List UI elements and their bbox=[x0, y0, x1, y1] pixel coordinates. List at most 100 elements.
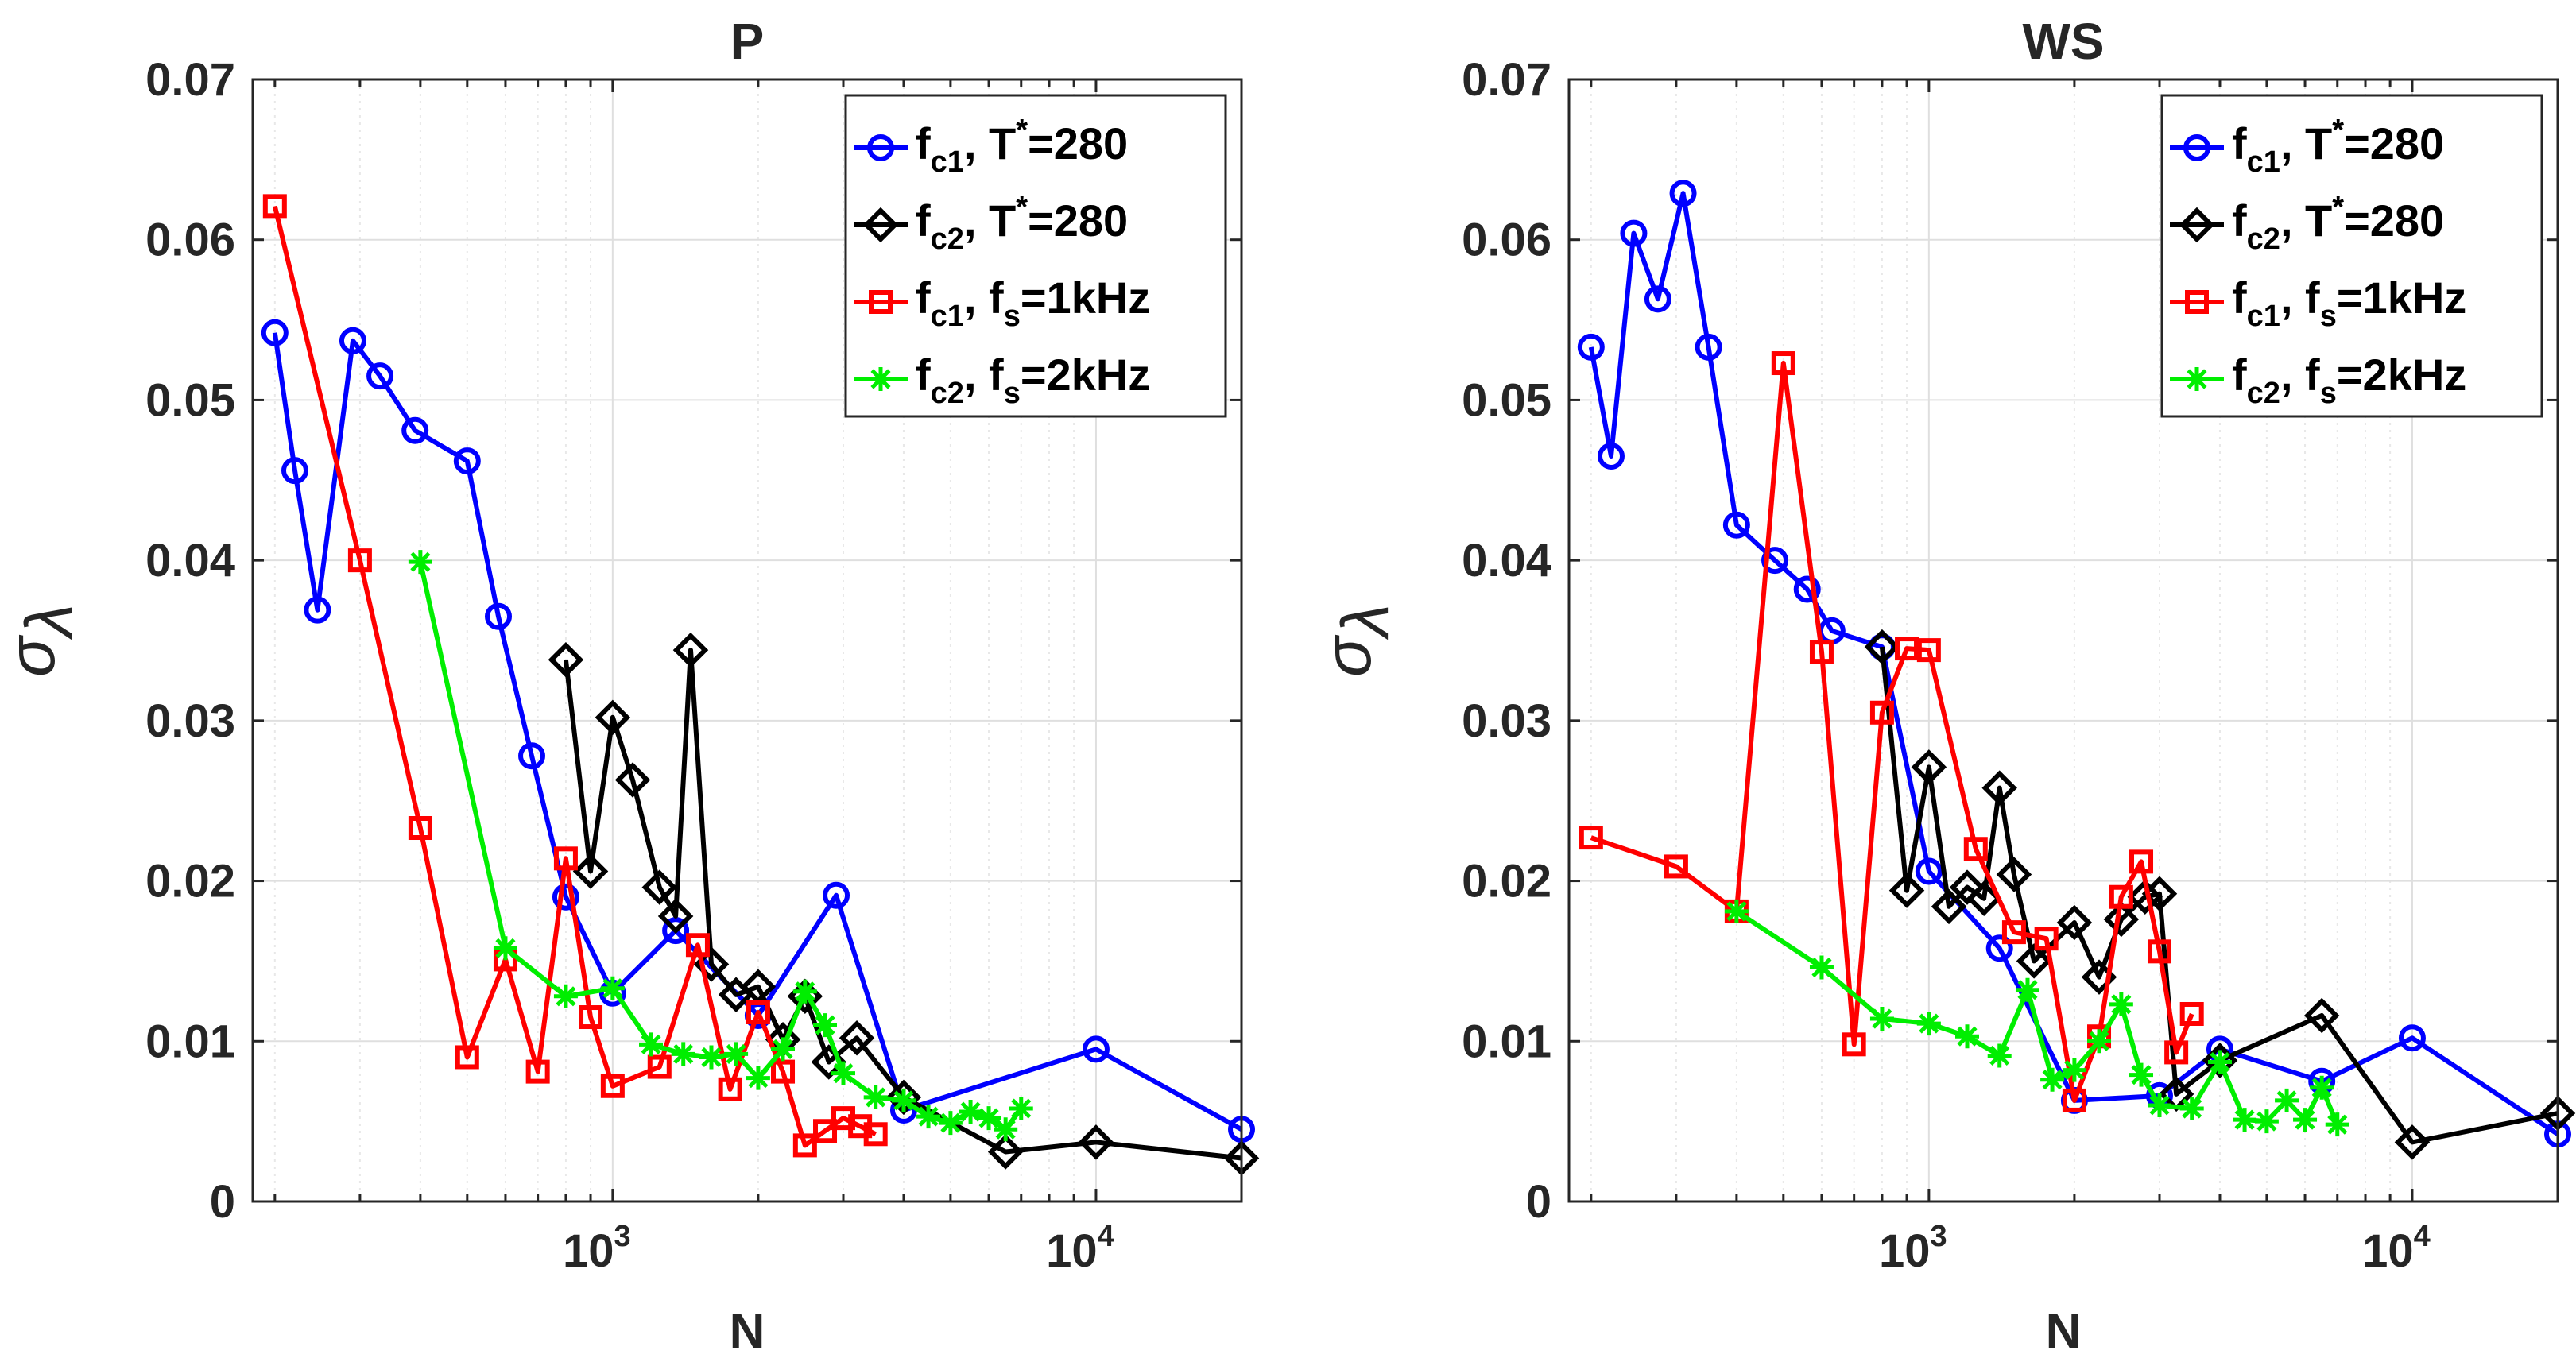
data-point-asterisk bbox=[792, 979, 817, 1004]
data-point-asterisk bbox=[863, 1085, 888, 1109]
legend-text-main: f bbox=[2232, 195, 2247, 246]
data-point-asterisk bbox=[699, 1045, 723, 1070]
data-point-diamond bbox=[2127, 879, 2163, 915]
data-point-diamond bbox=[672, 632, 709, 668]
data-point-diamond bbox=[2016, 943, 2052, 979]
legend-label: fc1, T*=280 bbox=[916, 114, 1128, 179]
y-tick-label: 0.05 bbox=[1462, 374, 1551, 426]
data-point-circle bbox=[2183, 134, 2210, 161]
data-point-circle bbox=[1761, 547, 1789, 575]
legend-text-mid: , T bbox=[2280, 118, 2332, 168]
data-point-asterisk bbox=[813, 1013, 838, 1038]
legend-subscript-2: s bbox=[2320, 377, 2337, 410]
series-line bbox=[272, 205, 877, 1148]
legend-text-tail: =280 bbox=[1028, 118, 1128, 168]
data-point-asterisk bbox=[2275, 1088, 2299, 1112]
legend-text-tail: =2kHz bbox=[1021, 350, 1150, 400]
legend-superscript: * bbox=[2332, 114, 2344, 147]
data-point-square bbox=[2129, 849, 2154, 874]
y-tick-label: 0.04 bbox=[1462, 535, 1551, 586]
data-point-circle bbox=[1577, 333, 1605, 361]
y-tick-label: 0.03 bbox=[145, 695, 235, 747]
data-point-asterisk bbox=[2233, 1108, 2257, 1132]
legend-text-main: f bbox=[916, 273, 931, 323]
data-point-asterisk bbox=[2147, 1093, 2171, 1117]
y-tick-label: 0.06 bbox=[1462, 215, 1551, 266]
legend-text-mid: , f bbox=[964, 350, 1004, 400]
data-point-asterisk bbox=[1987, 1043, 2012, 1068]
data-point-asterisk bbox=[408, 550, 432, 575]
legend-label: fc2, fs=2kHz bbox=[916, 350, 1150, 410]
data-point-asterisk bbox=[639, 1032, 664, 1057]
data-point-asterisk bbox=[671, 1042, 695, 1066]
legend-item: fc2, fs=2kHz bbox=[2170, 350, 2466, 410]
legend-subscript: c1 bbox=[931, 145, 964, 179]
legend-superscript: * bbox=[2332, 191, 2344, 224]
legend-item: fc1, T*=280 bbox=[854, 114, 1128, 179]
legend-text-mid: , T bbox=[2280, 195, 2332, 246]
data-point-square bbox=[455, 1045, 479, 1070]
data-point-asterisk bbox=[1009, 1097, 1033, 1121]
data-point-asterisk bbox=[1724, 899, 1749, 923]
data-point-diamond bbox=[1911, 749, 1947, 785]
x-tick-exponent: 3 bbox=[1931, 1220, 1947, 1253]
legend-item: fc2, T*=280 bbox=[854, 191, 1128, 256]
data-point-diamond bbox=[1078, 1124, 1114, 1160]
data-point-asterisk bbox=[891, 1088, 916, 1112]
x-tick-base: 10 bbox=[2362, 1225, 2414, 1277]
data-point-circle bbox=[261, 319, 289, 346]
data-point-square bbox=[1809, 640, 1834, 664]
data-point-asterisk bbox=[1916, 1012, 1941, 1036]
legend-text-main: f bbox=[2232, 118, 2247, 168]
data-point-diamond bbox=[1864, 629, 1900, 665]
data-point-square bbox=[813, 1119, 838, 1143]
data-point-diamond bbox=[2394, 1124, 2431, 1160]
data-point-square bbox=[1963, 837, 1988, 861]
data-point-diamond bbox=[614, 762, 651, 798]
data-point-square bbox=[262, 194, 287, 219]
data-point-asterisk bbox=[600, 976, 625, 1000]
data-point-square bbox=[553, 846, 578, 871]
y-tick-label: 0.03 bbox=[1462, 695, 1551, 747]
series-3 bbox=[408, 550, 1033, 1142]
data-point-asterisk bbox=[2109, 992, 2133, 1016]
data-point-square bbox=[685, 933, 710, 958]
data-point-asterisk bbox=[2087, 1029, 2112, 1054]
data-point-diamond bbox=[572, 853, 609, 889]
legend-box bbox=[2160, 94, 2543, 418]
x-tick-base: 10 bbox=[1879, 1225, 1931, 1277]
legend-label: fc1, T*=280 bbox=[2232, 114, 2444, 179]
data-point-diamond bbox=[2202, 1043, 2238, 1078]
legend-text-main: f bbox=[916, 118, 931, 168]
chart-title: WS bbox=[2022, 13, 2104, 70]
legend-item: fc2, fs=2kHz bbox=[854, 350, 1150, 410]
data-point-asterisk bbox=[2207, 1050, 2232, 1074]
y-tick-label: 0.02 bbox=[1462, 856, 1551, 907]
legend-subscript-2: s bbox=[1004, 377, 1021, 410]
data-point-asterisk bbox=[746, 1066, 770, 1090]
data-point-square bbox=[600, 1074, 625, 1098]
data-point-asterisk bbox=[994, 1117, 1018, 1142]
data-point-square bbox=[746, 1000, 770, 1024]
data-point-square bbox=[579, 1005, 603, 1030]
legend-subscript: c2 bbox=[931, 222, 964, 256]
data-point-diamond bbox=[657, 898, 694, 934]
data-point-square bbox=[1664, 854, 1688, 879]
y-tick-label: 0.06 bbox=[145, 215, 235, 266]
data-point-diamond bbox=[1981, 770, 2017, 806]
data-point-diamond bbox=[641, 869, 678, 905]
data-point-circle bbox=[485, 602, 513, 630]
data-point-asterisk bbox=[553, 984, 578, 1008]
legend-text-mid: , f bbox=[2280, 273, 2320, 323]
legend-text-tail: =1kHz bbox=[1021, 273, 1150, 323]
legend-item: fc1, T*=280 bbox=[2170, 114, 2444, 179]
data-point-diamond bbox=[2103, 901, 2140, 938]
y-axis-label-subscript: λ bbox=[1327, 604, 1402, 640]
data-point-diamond bbox=[1931, 888, 1967, 925]
data-point-square bbox=[2062, 1088, 2086, 1112]
x-tick-label: 103 bbox=[1879, 1220, 1947, 1277]
y-tick-label: 0.01 bbox=[1462, 1016, 1551, 1067]
series-1 bbox=[548, 632, 1260, 1176]
